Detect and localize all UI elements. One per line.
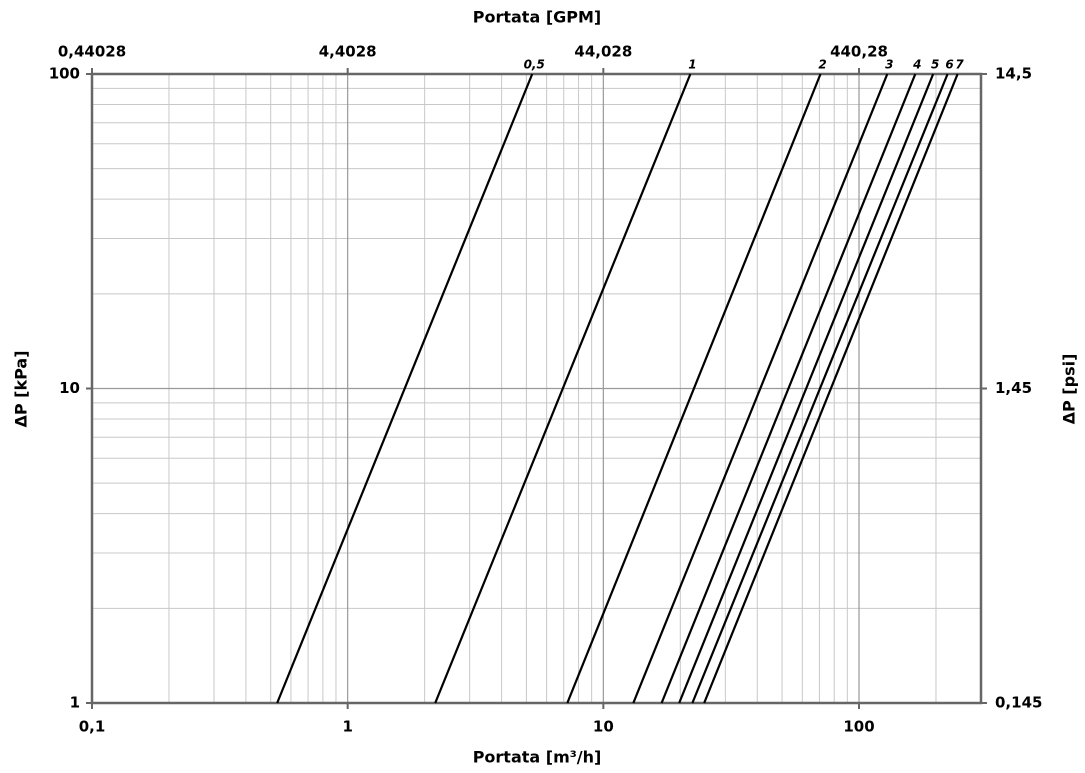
series-label: 5	[931, 58, 939, 72]
line-series	[703, 73, 959, 704]
x2-tick-label: 440,28	[830, 43, 888, 61]
x2-tick-label: 4,4028	[319, 43, 377, 61]
series-label: 1	[688, 58, 696, 72]
x-tick-label: 0,1	[79, 718, 106, 736]
series-label: 7	[955, 58, 964, 72]
x2-axis-title: Portata [GPM]	[473, 8, 601, 27]
line-series	[691, 73, 949, 704]
series-label: 0,5	[524, 58, 545, 72]
y-axis-title: ΔP [kPa]	[12, 350, 31, 427]
x-tick-label: 100	[843, 718, 874, 736]
series-label: 3	[885, 58, 893, 72]
y2-tick-label: 14,5	[995, 65, 1032, 83]
series-label: 4	[912, 58, 921, 72]
x-tick-label: 10	[593, 718, 614, 736]
x-tick-label: 1	[342, 718, 352, 736]
y2-tick-label: 0,145	[995, 694, 1042, 712]
series-label: 6	[945, 58, 953, 72]
line-series	[632, 73, 889, 704]
y-tick-label: 10	[59, 379, 80, 397]
series-label: 2	[818, 58, 826, 72]
x2-tick-label: 0,44028	[58, 43, 126, 61]
x2-tick-label: 44,028	[574, 43, 632, 61]
line-series	[434, 73, 692, 704]
line-series	[566, 73, 822, 704]
y-tick-label: 1	[70, 694, 80, 712]
y-tick-label: 100	[49, 65, 80, 83]
y2-tick-label: 1,45	[995, 379, 1032, 397]
line-series	[660, 73, 917, 704]
x-axis-title: Portata [m³/h]	[473, 748, 602, 767]
plot-frame	[90, 72, 983, 705]
y2-axis-title: ΔP [psi]	[1060, 354, 1079, 425]
line-series	[678, 73, 935, 704]
line-series	[276, 73, 534, 704]
